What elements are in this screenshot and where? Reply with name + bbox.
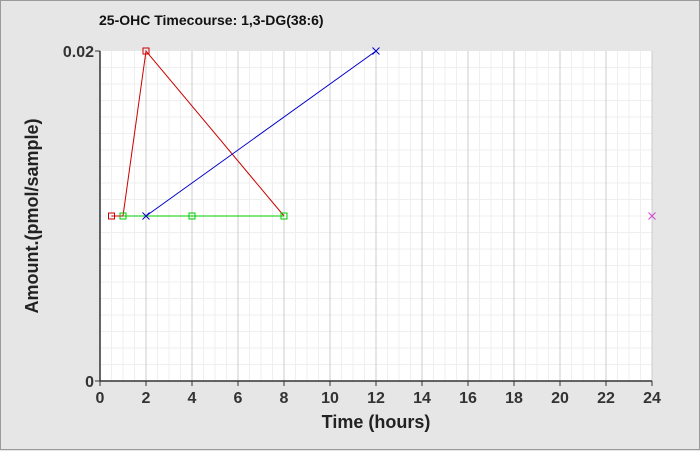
data-point-marker	[188, 212, 196, 220]
data-point-marker	[372, 47, 380, 55]
x-tick-label: 0	[96, 390, 105, 407]
x-tick-label: 18	[505, 390, 523, 407]
series-layer	[108, 47, 656, 220]
x-tick-label: 20	[551, 390, 569, 407]
x-tick-label: 16	[459, 390, 477, 407]
x-tick-labels: 0 2 4 6 8 10 12 14 16 18 20 22 24	[96, 390, 661, 407]
x-tick-label: 22	[597, 390, 615, 407]
chart-title: 25-OHC Timecourse: 1,3-DG(38:6)	[99, 12, 324, 28]
y-tick-labels: 00.02	[63, 44, 94, 391]
data-point-marker	[280, 212, 288, 220]
y-axis-title: Amount.(pmol/sample)	[22, 118, 42, 313]
data-point-marker	[648, 212, 656, 220]
x-tick-label: 24	[643, 390, 661, 407]
x-tick-label: 10	[321, 390, 339, 407]
data-point-marker	[108, 212, 115, 220]
x-tick-label: 14	[413, 390, 431, 407]
data-point-marker	[142, 212, 150, 220]
x-tick-label: 12	[367, 390, 385, 407]
y-tick-label: 0	[85, 374, 94, 391]
data-point-marker	[142, 47, 150, 55]
series-line	[111, 49, 285, 217]
x-tick-label: 4	[188, 390, 197, 407]
y-tick-label: 0.02	[63, 44, 94, 61]
series-line	[145, 50, 377, 217]
x-tick-label: 6	[234, 390, 243, 407]
x-axis-title: Time (hours)	[322, 412, 431, 432]
data-point-marker	[119, 212, 127, 220]
x-tick-label: 2	[142, 390, 151, 407]
x-tick-label: 8	[280, 390, 289, 407]
